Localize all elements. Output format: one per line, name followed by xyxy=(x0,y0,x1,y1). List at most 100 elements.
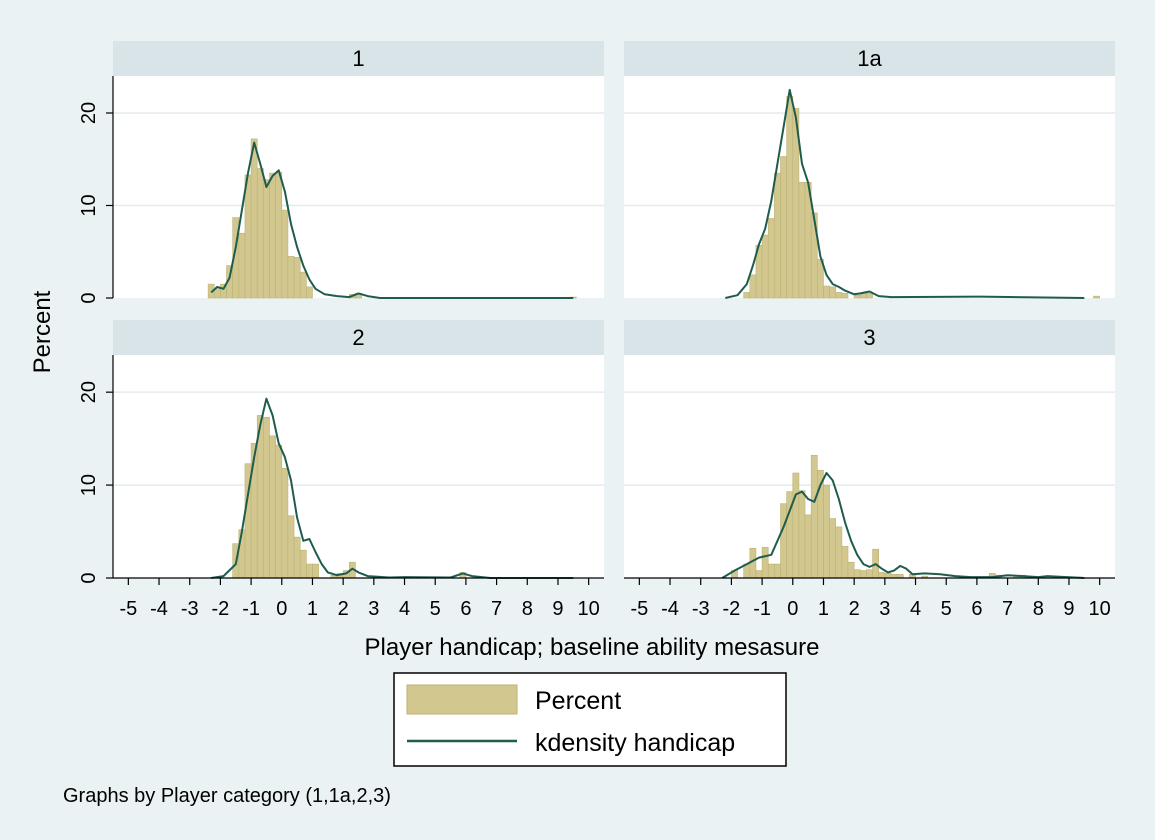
plot-area xyxy=(624,355,1115,578)
legend-label-percent: Percent xyxy=(535,687,621,715)
y-tick-label: 10 xyxy=(78,474,100,496)
x-tick-label: 0 xyxy=(787,598,798,620)
y-tick-label: 0 xyxy=(78,292,100,303)
panel-strip xyxy=(113,41,604,76)
x-tick-label: 6 xyxy=(460,598,471,620)
histogram-bar xyxy=(306,286,313,299)
density-line xyxy=(211,397,574,579)
x-tick-label: -4 xyxy=(150,598,168,620)
x-tick-label: 7 xyxy=(1002,598,1013,620)
histogram-bar xyxy=(299,271,307,299)
histogram-bar xyxy=(312,563,319,579)
y-axis-title: Percent xyxy=(29,290,56,373)
plot-area xyxy=(113,355,604,578)
histogram-bar xyxy=(884,573,892,579)
panel-1: 1 xyxy=(113,41,604,299)
panel-title: 1a xyxy=(857,46,882,71)
x-tick-label: 4 xyxy=(399,598,410,620)
panel-3: 2 xyxy=(113,320,604,579)
x-tick-label: 4 xyxy=(910,598,921,620)
x-tick-label: 2 xyxy=(849,598,860,620)
histogram-bar xyxy=(866,569,873,579)
histogram-bar xyxy=(798,490,806,579)
histogram-bar xyxy=(263,416,270,579)
histogram-bar xyxy=(1093,295,1100,299)
histogram-bar xyxy=(287,515,295,579)
x-axis: -5 -4 -3 -2 -1 0 1 2 3 4 5 6 7 8 9 10 xyxy=(624,577,1115,620)
histogram-bar xyxy=(835,292,843,299)
histogram-bar xyxy=(841,293,849,299)
x-tick-label: 9 xyxy=(552,598,563,620)
histogram-bar xyxy=(835,526,843,579)
y-tick-label: 0 xyxy=(78,572,100,583)
x-tick-label: -3 xyxy=(181,598,199,620)
histogram-bar xyxy=(767,563,775,579)
x-tick-label: 1 xyxy=(818,598,829,620)
legend: Percent kdensity handicap xyxy=(393,672,787,767)
histogram-bar xyxy=(798,182,806,299)
panel-2: 1a xyxy=(624,41,1115,299)
panel-strip xyxy=(624,320,1115,355)
panel-4: 3 xyxy=(624,320,1115,579)
x-axis: -5 -4 -3 -2 -1 0 1 2 3 4 5 6 7 8 9 10 xyxy=(113,577,604,620)
histogram-bar xyxy=(761,234,769,299)
histogram-bar xyxy=(238,232,246,299)
x-tick-label: 6 xyxy=(971,598,982,620)
panel-title: 2 xyxy=(352,325,364,350)
histogram-bar xyxy=(792,472,800,579)
histogram-bar xyxy=(244,174,252,299)
histogram-bar xyxy=(774,563,781,579)
histogram-bar xyxy=(774,172,781,299)
histogram-bar xyxy=(829,286,837,299)
y-axis: 0 10 20 xyxy=(78,76,114,304)
histogram-bar xyxy=(256,168,264,299)
legend-label-kdensity: kdensity handicap xyxy=(535,729,735,757)
y-tick-label: 20 xyxy=(78,381,100,403)
density-line xyxy=(210,141,574,299)
histogram-bar xyxy=(269,435,276,579)
panel-title: 3 xyxy=(863,325,875,350)
histogram-bar xyxy=(275,171,283,299)
x-tick-label: 10 xyxy=(578,598,600,620)
x-tick-label: 8 xyxy=(522,598,533,620)
x-tick-label: -1 xyxy=(753,598,771,620)
x-tick-label: 9 xyxy=(1063,598,1074,620)
x-tick-label: 3 xyxy=(879,598,890,620)
x-axis-title: Player handicap; baseline ability mesasu… xyxy=(365,634,820,661)
histogram-bar xyxy=(878,572,886,579)
y-tick-label: 10 xyxy=(78,194,100,216)
histogram-bar xyxy=(275,444,283,579)
histogram-bar xyxy=(859,570,867,579)
histogram-bar xyxy=(281,209,289,299)
histogram-bar xyxy=(761,547,769,579)
panel-strip xyxy=(113,320,604,355)
plot-area xyxy=(113,76,604,298)
legend-swatch-bar xyxy=(406,684,518,715)
plot-area xyxy=(624,76,1115,298)
histogram-bar xyxy=(786,96,794,299)
x-tick-label: -5 xyxy=(630,598,648,620)
histogram-bar xyxy=(780,503,787,579)
histogram-bar xyxy=(804,514,812,579)
panels: 1 1a 2 3 xyxy=(113,41,1115,579)
histogram-bar xyxy=(810,455,818,579)
y-axis: 0 10 20 xyxy=(78,355,114,584)
histogram-bars xyxy=(743,96,1100,299)
histogram-bar xyxy=(743,292,751,299)
histogram-bar xyxy=(767,218,775,299)
histogram-bar xyxy=(269,172,276,299)
x-tick-label: 7 xyxy=(491,598,502,620)
x-tick-label: -4 xyxy=(661,598,679,620)
histogram-bar xyxy=(293,536,301,579)
graphs-by-note: Graphs by Player category (1,1a,2,3) xyxy=(63,785,391,807)
histogram-bar xyxy=(293,256,301,299)
density-line xyxy=(721,472,1085,579)
panel-strip xyxy=(624,41,1115,76)
histogram-bars xyxy=(731,455,1082,579)
histogram-bar xyxy=(853,294,861,299)
histogram-bar xyxy=(287,256,295,299)
histogram-bar xyxy=(306,563,313,579)
